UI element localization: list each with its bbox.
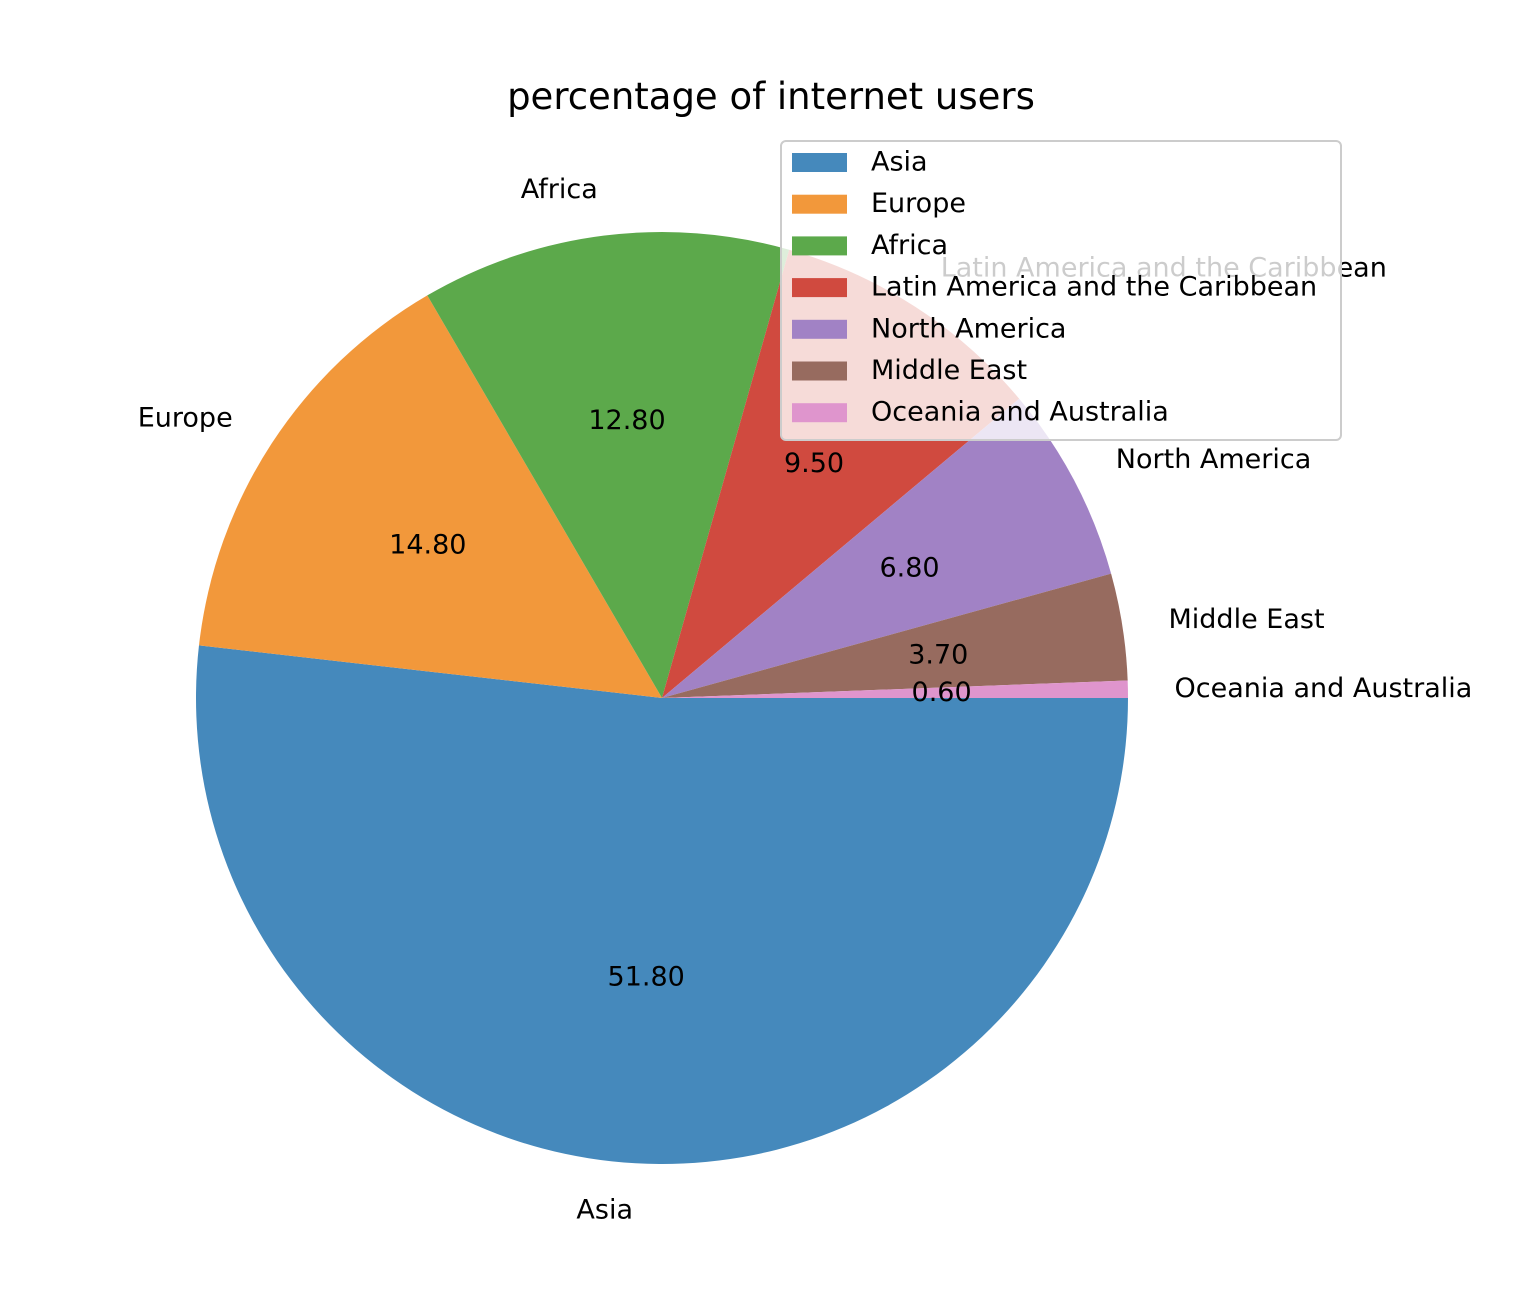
legend-swatch-north-america xyxy=(792,319,847,339)
slice-label-oceania-and-australia: Oceania and Australia xyxy=(1175,673,1473,704)
value-label-europe: 14.80 xyxy=(389,530,466,561)
value-label-north-america: 6.80 xyxy=(879,552,939,583)
legend-label-latin-america-and-the-caribbean: Latin America and the Caribbean xyxy=(871,272,1317,303)
legend-swatch-latin-america-and-the-caribbean xyxy=(792,278,847,298)
legend: Asia Europe Africa Latin America and the Ca… xyxy=(780,140,1342,441)
value-label-asia: 51.80 xyxy=(608,962,685,993)
slice-label-north-america: North America xyxy=(1116,444,1311,475)
value-label-middle-east: 3.70 xyxy=(908,640,968,671)
value-label-latin-america-and-the-caribbean: 9.50 xyxy=(784,448,844,479)
legend-label-oceania-and-australia: Oceania and Australia xyxy=(871,397,1169,428)
pie-slices xyxy=(195,232,1129,1165)
slice-europe xyxy=(198,295,663,698)
value-label-africa: 12.80 xyxy=(588,405,665,436)
legend-label-africa: Africa xyxy=(871,230,948,261)
legend-swatch-europe xyxy=(792,194,847,214)
legend-label-middle-east: Middle East xyxy=(871,355,1027,386)
slice-label-africa: Africa xyxy=(521,174,598,205)
legend-swatch-asia xyxy=(792,153,847,172)
legend-swatch-middle-east xyxy=(792,361,847,381)
legend-frame xyxy=(780,140,1342,441)
percentage-labels: 51.80 14.80 12.80 9.50 6.80 3.70 0.60 xyxy=(389,405,972,993)
slice-label-europe: Europe xyxy=(138,402,233,433)
legend-label-europe: Europe xyxy=(871,188,966,219)
legend-items: Asia Europe Africa Latin America and the Ca… xyxy=(792,147,1317,428)
value-label-oceania-and-australia: 0.60 xyxy=(912,677,972,708)
slice-label-middle-east: Middle East xyxy=(1169,604,1325,635)
chart-title: percentage of internet users xyxy=(507,75,1035,118)
slice-north-america xyxy=(662,398,1112,698)
legend-swatch-oceania-and-australia xyxy=(792,403,847,423)
slice-oceania-and-australia xyxy=(662,680,1128,698)
slice-asia xyxy=(195,645,1129,1165)
legend-label-asia: Asia xyxy=(871,147,928,178)
slice-middle-east xyxy=(662,573,1128,698)
slice-label-asia: Asia xyxy=(576,1194,633,1225)
legend-label-north-america: North America xyxy=(871,313,1066,344)
slice-africa xyxy=(427,232,790,699)
legend-swatch-africa xyxy=(792,236,847,256)
